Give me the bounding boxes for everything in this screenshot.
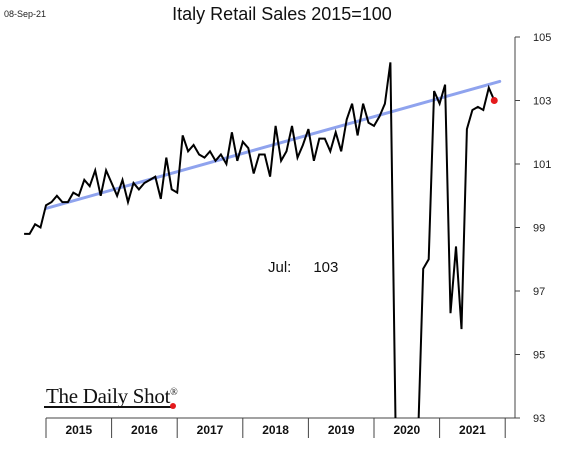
annotation: Jul: 103 [268, 259, 338, 276]
logo-text: The Daily Shot [46, 384, 171, 408]
daily-shot-logo: The Daily Shot® [46, 384, 178, 409]
x-tick-label: 2020 [393, 423, 420, 437]
x-tick-label: 2018 [262, 423, 289, 437]
y-tick-label: 101 [533, 159, 551, 171]
last-point-marker [490, 97, 498, 104]
date-stamp: 08-Sep-21 [4, 9, 47, 19]
logo-dot-icon [170, 403, 176, 409]
retail-sales-line [24, 62, 496, 418]
y-tick-label: 93 [533, 413, 545, 425]
x-tick-label: 2015 [65, 423, 92, 437]
logo-mark: ® [170, 387, 178, 398]
x-tick-label: 2019 [328, 423, 355, 437]
annotation-value: 103 [313, 259, 339, 276]
chart-title: Italy Retail Sales 2015=100 [172, 4, 392, 24]
x-tick-label: 2016 [131, 423, 158, 437]
x-tick-label: 2017 [197, 423, 224, 437]
y-tick-label: 97 [533, 286, 545, 298]
x-tick-label: 2021 [459, 423, 486, 437]
y-tick-label: 105 [533, 32, 551, 44]
y-tick-label: 103 [533, 96, 551, 108]
y-tick-label: 99 [533, 223, 545, 235]
logo-underline [44, 406, 172, 408]
y-tick-label: 95 [533, 350, 545, 362]
annotation-label: Jul: [268, 259, 292, 276]
